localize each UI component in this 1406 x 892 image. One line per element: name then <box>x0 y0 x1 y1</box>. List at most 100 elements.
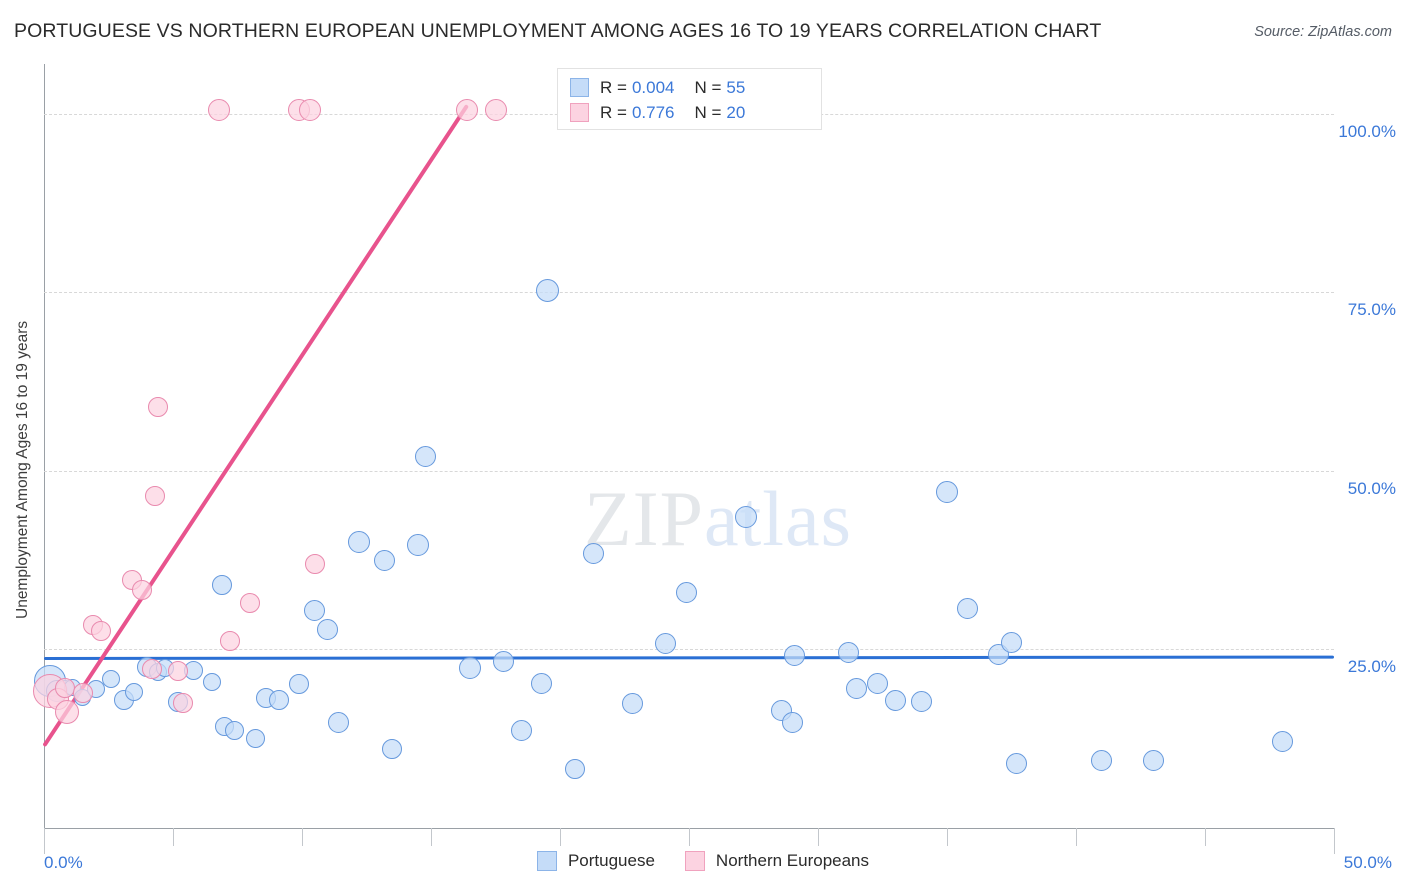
data-point-blue[interactable] <box>125 683 144 702</box>
stats-n-value-portuguese: 55 <box>726 77 746 97</box>
y-axis-tick-label: 50.0% <box>1347 478 1396 498</box>
data-point-blue[interactable] <box>1001 631 1022 653</box>
y-axis-tick-label: 25.0% <box>1347 657 1396 677</box>
data-point-pink[interactable] <box>55 699 80 724</box>
data-point-blue[interactable] <box>102 670 121 689</box>
data-point-blue[interactable] <box>655 633 677 655</box>
data-point-blue[interactable] <box>936 481 958 504</box>
y-axis-tick-label: 75.0% <box>1347 300 1396 320</box>
gridline-y <box>44 470 1334 472</box>
data-point-pink[interactable] <box>240 593 261 614</box>
data-point-blue[interactable] <box>734 506 757 529</box>
stats-row-portuguese: R = 0.004 N = 55 <box>570 75 811 100</box>
data-point-blue[interactable] <box>884 689 906 711</box>
data-point-blue[interactable] <box>327 711 349 733</box>
legend-item-northern-europeans[interactable]: Northern Europeans <box>684 851 870 871</box>
data-point-pink[interactable] <box>173 693 194 714</box>
data-point-blue[interactable] <box>1142 750 1164 772</box>
stats-n-value-northern-europeans: 20 <box>726 102 746 122</box>
legend-item-portuguese[interactable]: Portuguese <box>536 851 655 871</box>
gridline-y <box>44 292 1334 294</box>
data-point-blue[interactable] <box>1091 750 1113 772</box>
data-point-pink[interactable] <box>144 485 165 506</box>
data-point-pink[interactable] <box>168 660 189 681</box>
data-point-pink[interactable] <box>304 553 325 574</box>
data-point-pink[interactable] <box>147 396 168 417</box>
data-point-pink[interactable] <box>298 99 321 122</box>
x-axis-tick <box>1334 828 1335 854</box>
legend-swatch-northern-europeans-icon <box>684 851 705 871</box>
data-point-blue[interactable] <box>846 677 868 699</box>
data-point-blue[interactable] <box>407 534 430 557</box>
page-title: PORTUGUESE VS NORTHERN EUROPEAN UNEMPLOY… <box>14 20 1102 42</box>
data-point-pink[interactable] <box>456 99 479 122</box>
data-point-blue[interactable] <box>317 619 339 640</box>
stats-r-value-northern-europeans: 0.776 <box>631 102 675 122</box>
x-axis-tick <box>302 828 303 846</box>
data-point-blue[interactable] <box>1006 752 1028 774</box>
data-point-pink[interactable] <box>90 620 111 641</box>
stats-n-label-portuguese: N = <box>694 77 722 97</box>
data-point-blue[interactable] <box>583 542 605 564</box>
x-axis-tick <box>689 828 690 846</box>
data-point-blue[interactable] <box>212 575 233 596</box>
zipatlas-watermark: ZIPatlas <box>584 474 944 564</box>
data-point-pink[interactable] <box>142 658 163 679</box>
chart-legend: Portuguese Northern Europeans <box>0 851 1406 871</box>
data-point-blue[interactable] <box>531 673 553 695</box>
x-axis-tick-label: 50.0% <box>1343 853 1392 872</box>
data-point-blue[interactable] <box>510 719 532 741</box>
watermark-atlas: atlas <box>704 475 852 562</box>
data-point-blue[interactable] <box>838 641 860 663</box>
data-point-pink[interactable] <box>72 683 93 704</box>
data-point-blue[interactable] <box>535 278 559 302</box>
data-point-pink[interactable] <box>484 99 507 122</box>
data-point-pink[interactable] <box>132 580 153 601</box>
data-point-blue[interactable] <box>781 711 803 733</box>
data-point-blue[interactable] <box>202 672 221 691</box>
stats-swatch-portuguese-icon <box>570 78 589 97</box>
x-axis-tick <box>44 828 45 854</box>
legend-label-northern-europeans: Northern Europeans <box>715 851 870 870</box>
data-point-blue[interactable] <box>1271 731 1293 753</box>
data-point-blue[interactable] <box>415 446 437 468</box>
data-point-blue[interactable] <box>268 690 289 711</box>
data-point-blue[interactable] <box>289 673 310 694</box>
source-label: Source: ZipAtlas.com <box>1254 24 1392 40</box>
data-point-blue[interactable] <box>784 644 806 666</box>
data-point-blue[interactable] <box>492 651 514 673</box>
stats-r-value-portuguese: 0.004 <box>631 77 675 97</box>
data-point-blue[interactable] <box>866 672 888 694</box>
x-axis-tick <box>818 828 819 846</box>
data-point-blue[interactable] <box>246 728 266 748</box>
x-axis-tick <box>173 828 174 846</box>
data-point-blue[interactable] <box>621 693 643 715</box>
data-point-blue[interactable] <box>565 759 586 780</box>
x-axis-tick-label: 0.0% <box>44 853 83 872</box>
data-point-blue[interactable] <box>675 581 697 603</box>
trendline-portuguese <box>43 655 1335 661</box>
gridline-y <box>44 649 1334 651</box>
x-axis-tick <box>560 828 561 846</box>
data-point-blue[interactable] <box>458 657 481 680</box>
x-axis-tick <box>1076 828 1077 846</box>
data-point-blue[interactable] <box>225 721 245 741</box>
y-axis-line <box>44 64 45 828</box>
data-point-pink[interactable] <box>54 678 75 699</box>
data-point-blue[interactable] <box>382 739 403 760</box>
x-axis-tick <box>1205 828 1206 846</box>
data-point-blue[interactable] <box>347 531 370 554</box>
data-point-blue[interactable] <box>304 599 326 621</box>
data-point-blue[interactable] <box>374 549 396 571</box>
data-point-pink[interactable] <box>219 630 240 651</box>
legend-label-portuguese: Portuguese <box>567 851 655 870</box>
plot-area: ZIPatlas <box>33 64 1335 828</box>
correlation-stats-box: R = 0.004 N = 55 R = 0.776 N = 20 <box>557 68 822 130</box>
data-point-blue[interactable] <box>910 691 932 713</box>
stats-r-label-northern-europeans: R = <box>600 102 627 122</box>
x-axis-tick <box>947 828 948 846</box>
data-point-blue[interactable] <box>957 598 979 620</box>
data-point-pink[interactable] <box>208 99 231 122</box>
stats-n-label-northern-europeans: N = <box>694 102 722 122</box>
